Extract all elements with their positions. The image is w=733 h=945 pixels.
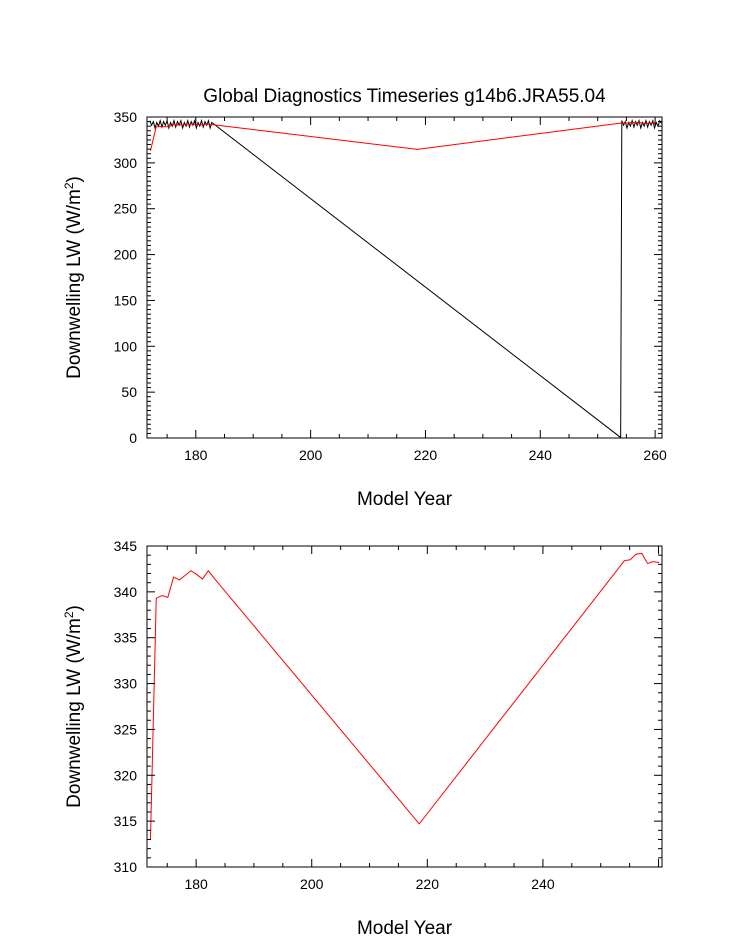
y-axis-title-superscript: 2: [62, 182, 76, 189]
y-tick-label: 325: [114, 721, 138, 737]
series-line-0: [149, 118, 662, 438]
y-tick-label: 300: [114, 155, 138, 171]
x-tick-label: 240: [529, 447, 553, 463]
y-tick-label: 330: [114, 676, 138, 692]
x-axis-title: Model Year: [357, 489, 453, 510]
x-tick-label: 220: [414, 447, 438, 463]
x-tick-label: 200: [299, 447, 323, 463]
y-axis-title: Downwelling LW (W/m2): [62, 176, 85, 379]
series-line-1: [149, 121, 656, 152]
y-tick-label: 100: [114, 338, 138, 354]
bottom-panel: 180 200 220 240 310 315 320 325 330 335 340 345 Mode…: [62, 538, 663, 939]
y-axis-title-end: ): [64, 176, 85, 182]
y-tick-label: 150: [114, 292, 138, 308]
y-tick-label: 320: [114, 767, 138, 783]
y-axis-title: Downwelling LW (W/m2): [62, 605, 85, 808]
top-panel: Global Diagnostics Timeseries g14b6.JRA5…: [62, 86, 667, 510]
y-tick-label: 335: [114, 630, 138, 646]
y-tick-label: 315: [114, 813, 138, 829]
x-tick-label: 260: [643, 447, 667, 463]
x-tick-label: 180: [184, 447, 208, 463]
x-tick-label: 220: [416, 876, 440, 892]
y-tick-label: 350: [114, 109, 138, 125]
y-tick-label: 0: [129, 430, 137, 446]
series-line-0: [149, 552, 660, 840]
y-tick-label: 200: [114, 247, 138, 263]
x-tick-label: 180: [184, 876, 208, 892]
y-tick-label: 50: [121, 384, 137, 400]
plot-frame: [146, 116, 663, 439]
y-tick-label: 340: [114, 584, 138, 600]
y-axis-title-superscript: 2: [62, 611, 76, 618]
y-axis-title-main: Downwelling LW (W/m: [64, 618, 85, 808]
y-tick-label: 345: [114, 538, 138, 554]
chart-title: Global Diagnostics Timeseries g14b6.JRA5…: [203, 86, 606, 107]
y-axis-title-end: ): [64, 605, 85, 611]
x-tick-label: 200: [300, 876, 324, 892]
plot-frame: [146, 545, 663, 868]
y-tick-label: 310: [114, 859, 138, 875]
x-tick-label: 240: [531, 876, 555, 892]
y-tick-label: 250: [114, 201, 138, 217]
x-axis-title: Model Year: [357, 918, 453, 939]
y-axis-title-main: Downwelling LW (W/m: [64, 189, 85, 379]
